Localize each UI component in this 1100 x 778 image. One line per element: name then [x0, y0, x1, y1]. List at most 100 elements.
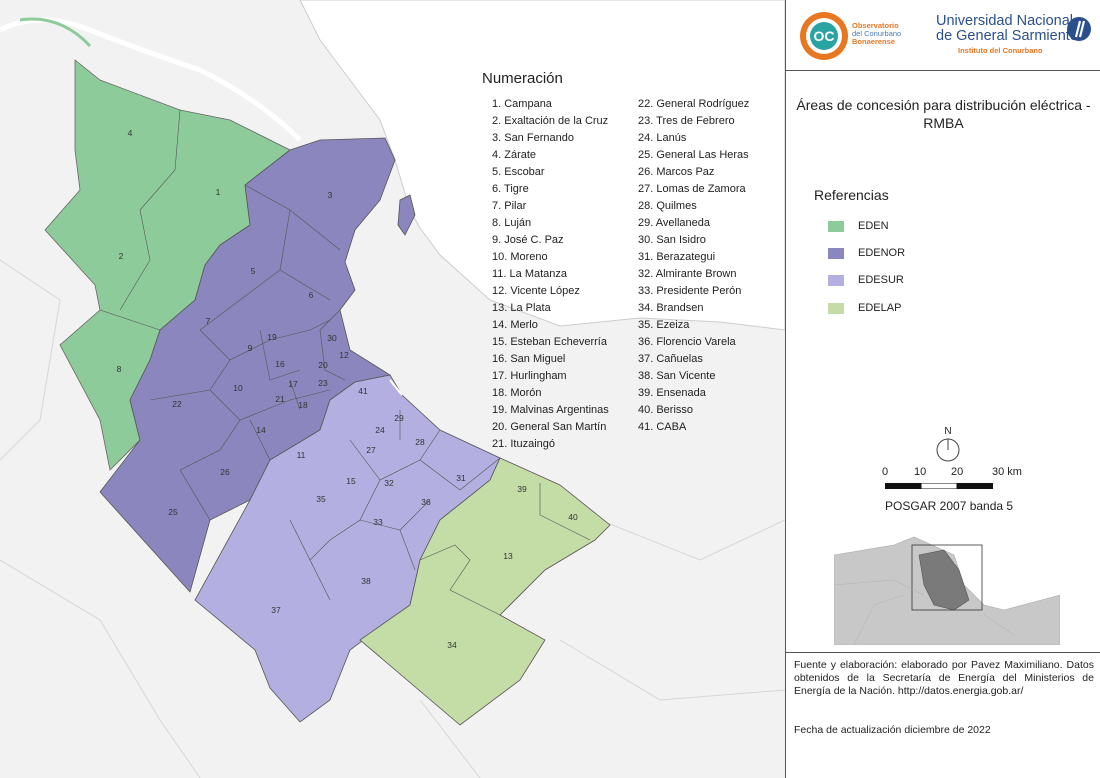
reference-item-edesur: EDESUR: [828, 274, 904, 286]
map-label: 11: [297, 450, 306, 460]
map-label: 3: [328, 190, 333, 200]
numbering-item: 4. Zárate: [492, 149, 537, 161]
map-label: 22: [172, 399, 182, 409]
map-label: 29: [394, 413, 404, 423]
numbering-item: 31. Berazategui: [638, 251, 716, 263]
scale-tick: 10: [914, 466, 927, 478]
numbering-item: 13. La Plata: [492, 302, 551, 314]
numbering-item: 15. Esteban Echeverría: [492, 336, 607, 348]
map-label: 5: [251, 266, 256, 276]
numbering-item: 5. Escobar: [492, 166, 545, 178]
numbering-item: 34. Brandsen: [638, 302, 704, 314]
numbering-item: 18. Morón: [492, 387, 542, 399]
footer-divider: [786, 652, 1100, 653]
river-branch: [19, 17, 92, 48]
projection-label: POSGAR 2007 banda 5: [885, 499, 1014, 513]
map-label: 10: [233, 383, 243, 393]
ungs-name: Universidad Nacional de General Sarmient…: [936, 14, 1078, 44]
observatorio-name: Observatorio del Conurbano Bonaerense: [852, 22, 901, 46]
map-label: 1: [216, 187, 221, 197]
map-label: 24: [375, 425, 385, 435]
numbering-item: 39. Ensenada: [638, 387, 706, 399]
numbering-item: 8. Luján: [492, 217, 532, 229]
numbering-item: 27. Lomas de Zamora: [638, 183, 746, 195]
obs-line3: Bonaerense: [852, 37, 895, 46]
map-label: 17: [288, 379, 298, 389]
edelap-swatch: [828, 302, 844, 314]
numbering-item: 2. Exaltación de la Cruz: [492, 115, 609, 127]
edesur-region: [194, 374, 501, 723]
obs-line1: Observatorio: [852, 21, 899, 30]
scale-labels: 0 10 20 30 km: [882, 466, 1042, 480]
map-label: 28: [415, 437, 425, 447]
numbering-item: 17. Hurlingham: [492, 370, 567, 382]
observatorio-logo-icon: OC: [800, 12, 848, 60]
numbering-item: 9. José C. Paz: [492, 234, 564, 246]
map-label: 12: [339, 350, 349, 360]
numbering-item: 3. San Fernando: [492, 132, 574, 144]
numbering-item: 12. Vicente López: [492, 285, 580, 297]
numbering-item: 33. Presidente Perón: [638, 285, 742, 297]
legend-panel: OC Observatorio del Conurbano Bonaerense…: [785, 0, 1100, 778]
map-label: 32: [384, 478, 394, 488]
numbering-item: 37. Cañuelas: [638, 353, 703, 365]
numbering-item: 19. Malvinas Argentinas: [492, 404, 609, 416]
map-number-labels: 1 2 3 4 5 6 7 8 9 10 11 12 13 14 15 16 1…: [117, 128, 578, 650]
numbering-item: 22. General Rodríguez: [638, 98, 750, 110]
numbering-item: 40. Berisso: [638, 404, 694, 416]
map-label: 9: [248, 343, 253, 353]
source-text: Fuente y elaboración: elaborado por Pave…: [794, 659, 1094, 697]
north-arrow-icon: N: [936, 426, 960, 462]
scale-bar: [885, 483, 993, 489]
reference-item-edenor: EDENOR: [828, 247, 905, 259]
reference-item-edelap: EDELAP: [828, 302, 901, 314]
map-label: 21: [275, 394, 285, 404]
map-label: 39: [517, 484, 527, 494]
numbering-item: 21. Ituzaingó: [492, 438, 555, 450]
map-label: 31: [456, 473, 466, 483]
numbering-item: 28. Quilmes: [638, 200, 697, 212]
eden-swatch: [828, 220, 844, 232]
map-label: 16: [275, 359, 285, 369]
numbering-item: 6. Tigre: [492, 183, 529, 195]
locator-inset-map: [834, 525, 1060, 645]
edelap-region: [359, 457, 611, 726]
map-area: 1 2 3 4 5 6 7 8 9 10 11 12 13 14 15 16 1…: [0, 0, 785, 778]
map-label: 41: [358, 386, 368, 396]
map-label: 19: [267, 332, 277, 342]
numbering-item: 11. La Matanza: [492, 268, 568, 280]
map-label: 14: [256, 425, 266, 435]
numbering-heading: Numeración: [482, 70, 563, 87]
map-label: 8: [117, 364, 122, 374]
numbering-item: 25. General Las Heras: [638, 149, 749, 161]
reference-label: EDEN: [858, 220, 889, 232]
map-label: 18: [298, 400, 308, 410]
numbering-item: 7. Pilar: [492, 200, 527, 212]
ungs-line1: Universidad Nacional: [936, 13, 1074, 29]
reference-label: EDENOR: [858, 247, 906, 259]
reference-item-eden: EDEN: [828, 220, 889, 232]
map-label: 27: [366, 445, 376, 455]
map-label: 4: [128, 128, 133, 138]
numbering-item: 1. Campana: [492, 98, 552, 110]
map-label: 36: [421, 497, 431, 507]
map-label: 30: [327, 333, 337, 343]
svg-text:N: N: [944, 426, 951, 437]
map-label: 6: [309, 290, 314, 300]
map-label: 15: [346, 476, 356, 486]
map-label: 26: [220, 467, 230, 477]
numbering-item: 35. Ezeiza: [638, 319, 690, 331]
numbering-list-col2: 22. General Rodríguez 23. Tres de Febrero…: [638, 96, 749, 436]
edesur-swatch: [828, 274, 844, 286]
map-title: Áreas de concesión para distribución elé…: [796, 97, 1091, 131]
numbering-item: 16. San Miguel: [492, 353, 566, 365]
numbering-item: 26. Marcos Paz: [638, 166, 715, 178]
numbering-item: 41. CABA: [638, 421, 687, 433]
numbering-item: 14. Merlo: [492, 319, 538, 331]
riachuelo: [389, 379, 403, 396]
ungs-logo-icon: [1067, 17, 1091, 41]
map-label: 33: [373, 517, 383, 527]
reference-label: EDELAP: [858, 302, 902, 314]
edenor-swatch: [828, 247, 844, 259]
internal-boundaries: [99, 109, 591, 616]
